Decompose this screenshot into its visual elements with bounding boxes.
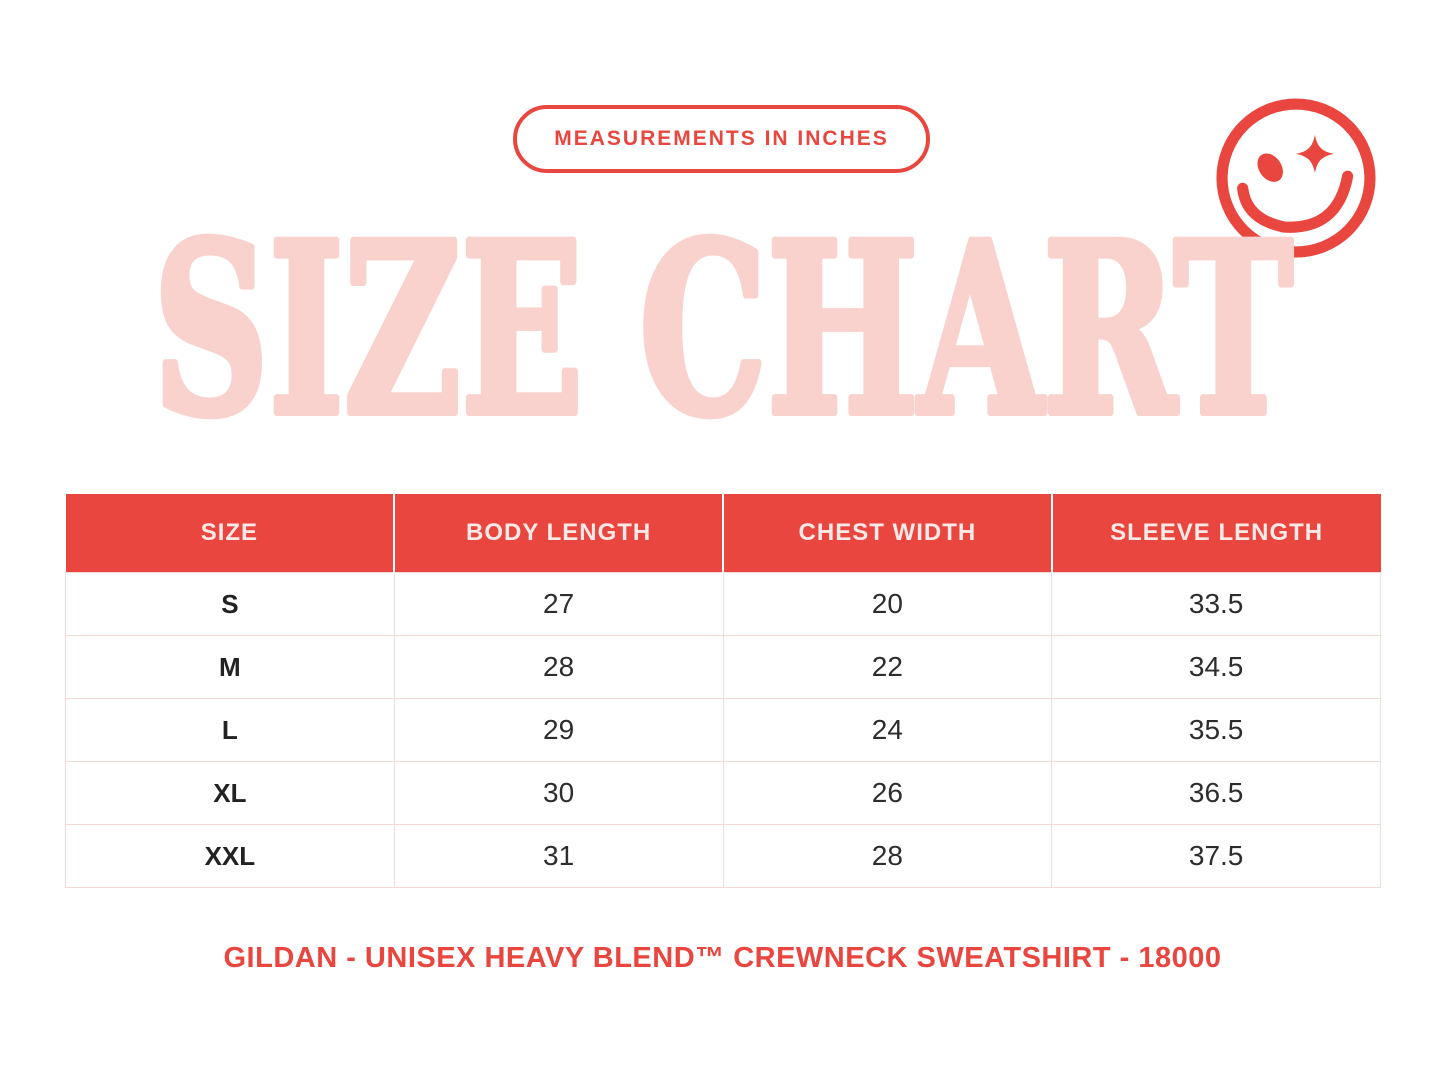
size-cell: XXL: [65, 824, 395, 888]
table-row: M 28 22 34.5: [65, 635, 1381, 699]
size-cell: S: [65, 572, 395, 636]
column-header-chest-width: CHEST WIDTH: [723, 494, 1053, 573]
product-caption: GILDAN - UNISEX HEAVY BLEND™ CREWNECK SW…: [0, 942, 1445, 975]
chest-width-cell: 28: [722, 824, 1053, 888]
body-length-cell: 29: [393, 698, 724, 762]
table-row: XXL 31 28 37.5: [65, 824, 1381, 888]
size-cell: M: [65, 635, 395, 699]
column-header-body-length: BODY LENGTH: [394, 494, 724, 573]
size-cell: L: [65, 698, 395, 762]
chest-width-cell: 22: [722, 635, 1053, 699]
column-header-sleeve-length: SLEEVE LENGTH: [1051, 494, 1381, 573]
table-header-row: SIZE BODY LENGTH CHEST WIDTH SLEEVE LENG…: [65, 494, 1381, 573]
table-row: S 27 20 33.5: [65, 572, 1381, 636]
body-length-cell: 30: [393, 761, 724, 825]
sleeve-length-cell: 34.5: [1051, 635, 1381, 699]
sleeve-length-cell: 35.5: [1051, 698, 1381, 762]
column-header-size: SIZE: [65, 494, 396, 573]
chest-width-cell: 24: [722, 698, 1053, 762]
page-title-text: SIZE CHART: [153, 230, 1293, 440]
page-title: SIZE CHART: [0, 230, 1445, 440]
table-row: L 29 24 35.5: [65, 698, 1381, 762]
winking-smiley-icon: [1216, 98, 1376, 258]
measurements-badge: MEASUREMENTS IN INCHES: [513, 105, 930, 173]
body-length-cell: 31: [393, 824, 724, 888]
sparkle-eye-icon: [1296, 135, 1334, 173]
table-row: XL 30 26 36.5: [65, 761, 1381, 825]
body-length-cell: 27: [393, 572, 724, 636]
body-length-cell: 28: [393, 635, 724, 699]
size-chart-title-art: SIZE CHART: [149, 230, 1297, 440]
measurements-badge-label: MEASUREMENTS IN INCHES: [554, 127, 889, 150]
sleeve-length-cell: 36.5: [1051, 761, 1381, 825]
chest-width-cell: 20: [722, 572, 1053, 636]
sleeve-length-cell: 37.5: [1051, 824, 1381, 888]
sleeve-length-cell: 33.5: [1051, 572, 1381, 636]
size-table: SIZE BODY LENGTH CHEST WIDTH SLEEVE LENG…: [65, 494, 1381, 888]
size-cell: XL: [65, 761, 395, 825]
product-caption-text: GILDAN - UNISEX HEAVY BLEND™ CREWNECK SW…: [223, 942, 1222, 974]
chest-width-cell: 26: [722, 761, 1053, 825]
